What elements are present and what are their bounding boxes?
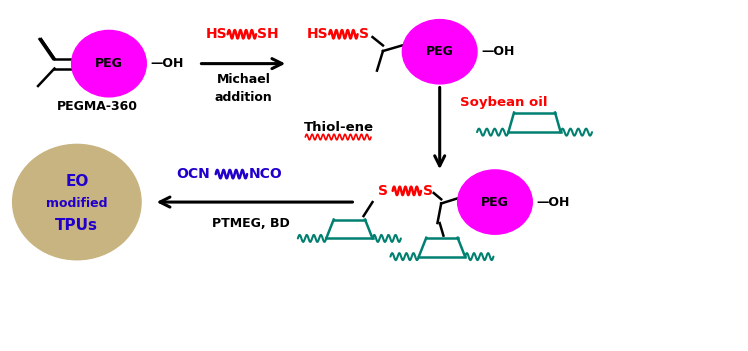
Ellipse shape <box>72 31 147 97</box>
Text: EO: EO <box>65 174 88 188</box>
Ellipse shape <box>402 20 477 84</box>
Text: SH: SH <box>257 27 278 41</box>
Text: addition: addition <box>215 91 272 104</box>
Text: HS: HS <box>307 27 328 41</box>
Text: —OH: —OH <box>537 196 570 208</box>
Text: —OH: —OH <box>482 45 515 58</box>
Text: Thiol-ene: Thiol-ene <box>304 121 374 134</box>
Text: S: S <box>423 184 432 198</box>
Text: S: S <box>378 184 387 198</box>
Text: —OH: —OH <box>150 57 183 70</box>
Ellipse shape <box>458 170 533 234</box>
Text: NCO: NCO <box>248 167 282 181</box>
Text: PEGMA-360: PEGMA-360 <box>58 100 138 113</box>
Text: PEG: PEG <box>426 45 453 58</box>
Ellipse shape <box>13 144 141 260</box>
Text: S: S <box>359 27 369 41</box>
Text: PEG: PEG <box>481 196 509 208</box>
Text: HS: HS <box>206 27 227 41</box>
Text: OCN: OCN <box>176 167 210 181</box>
Text: PEG: PEG <box>95 57 123 70</box>
Text: Soybean oil: Soybean oil <box>460 95 548 108</box>
Text: modified: modified <box>46 197 108 210</box>
Text: Michael: Michael <box>216 73 270 86</box>
Text: TPUs: TPUs <box>55 218 98 233</box>
Text: PTMEG, BD: PTMEG, BD <box>212 217 289 230</box>
